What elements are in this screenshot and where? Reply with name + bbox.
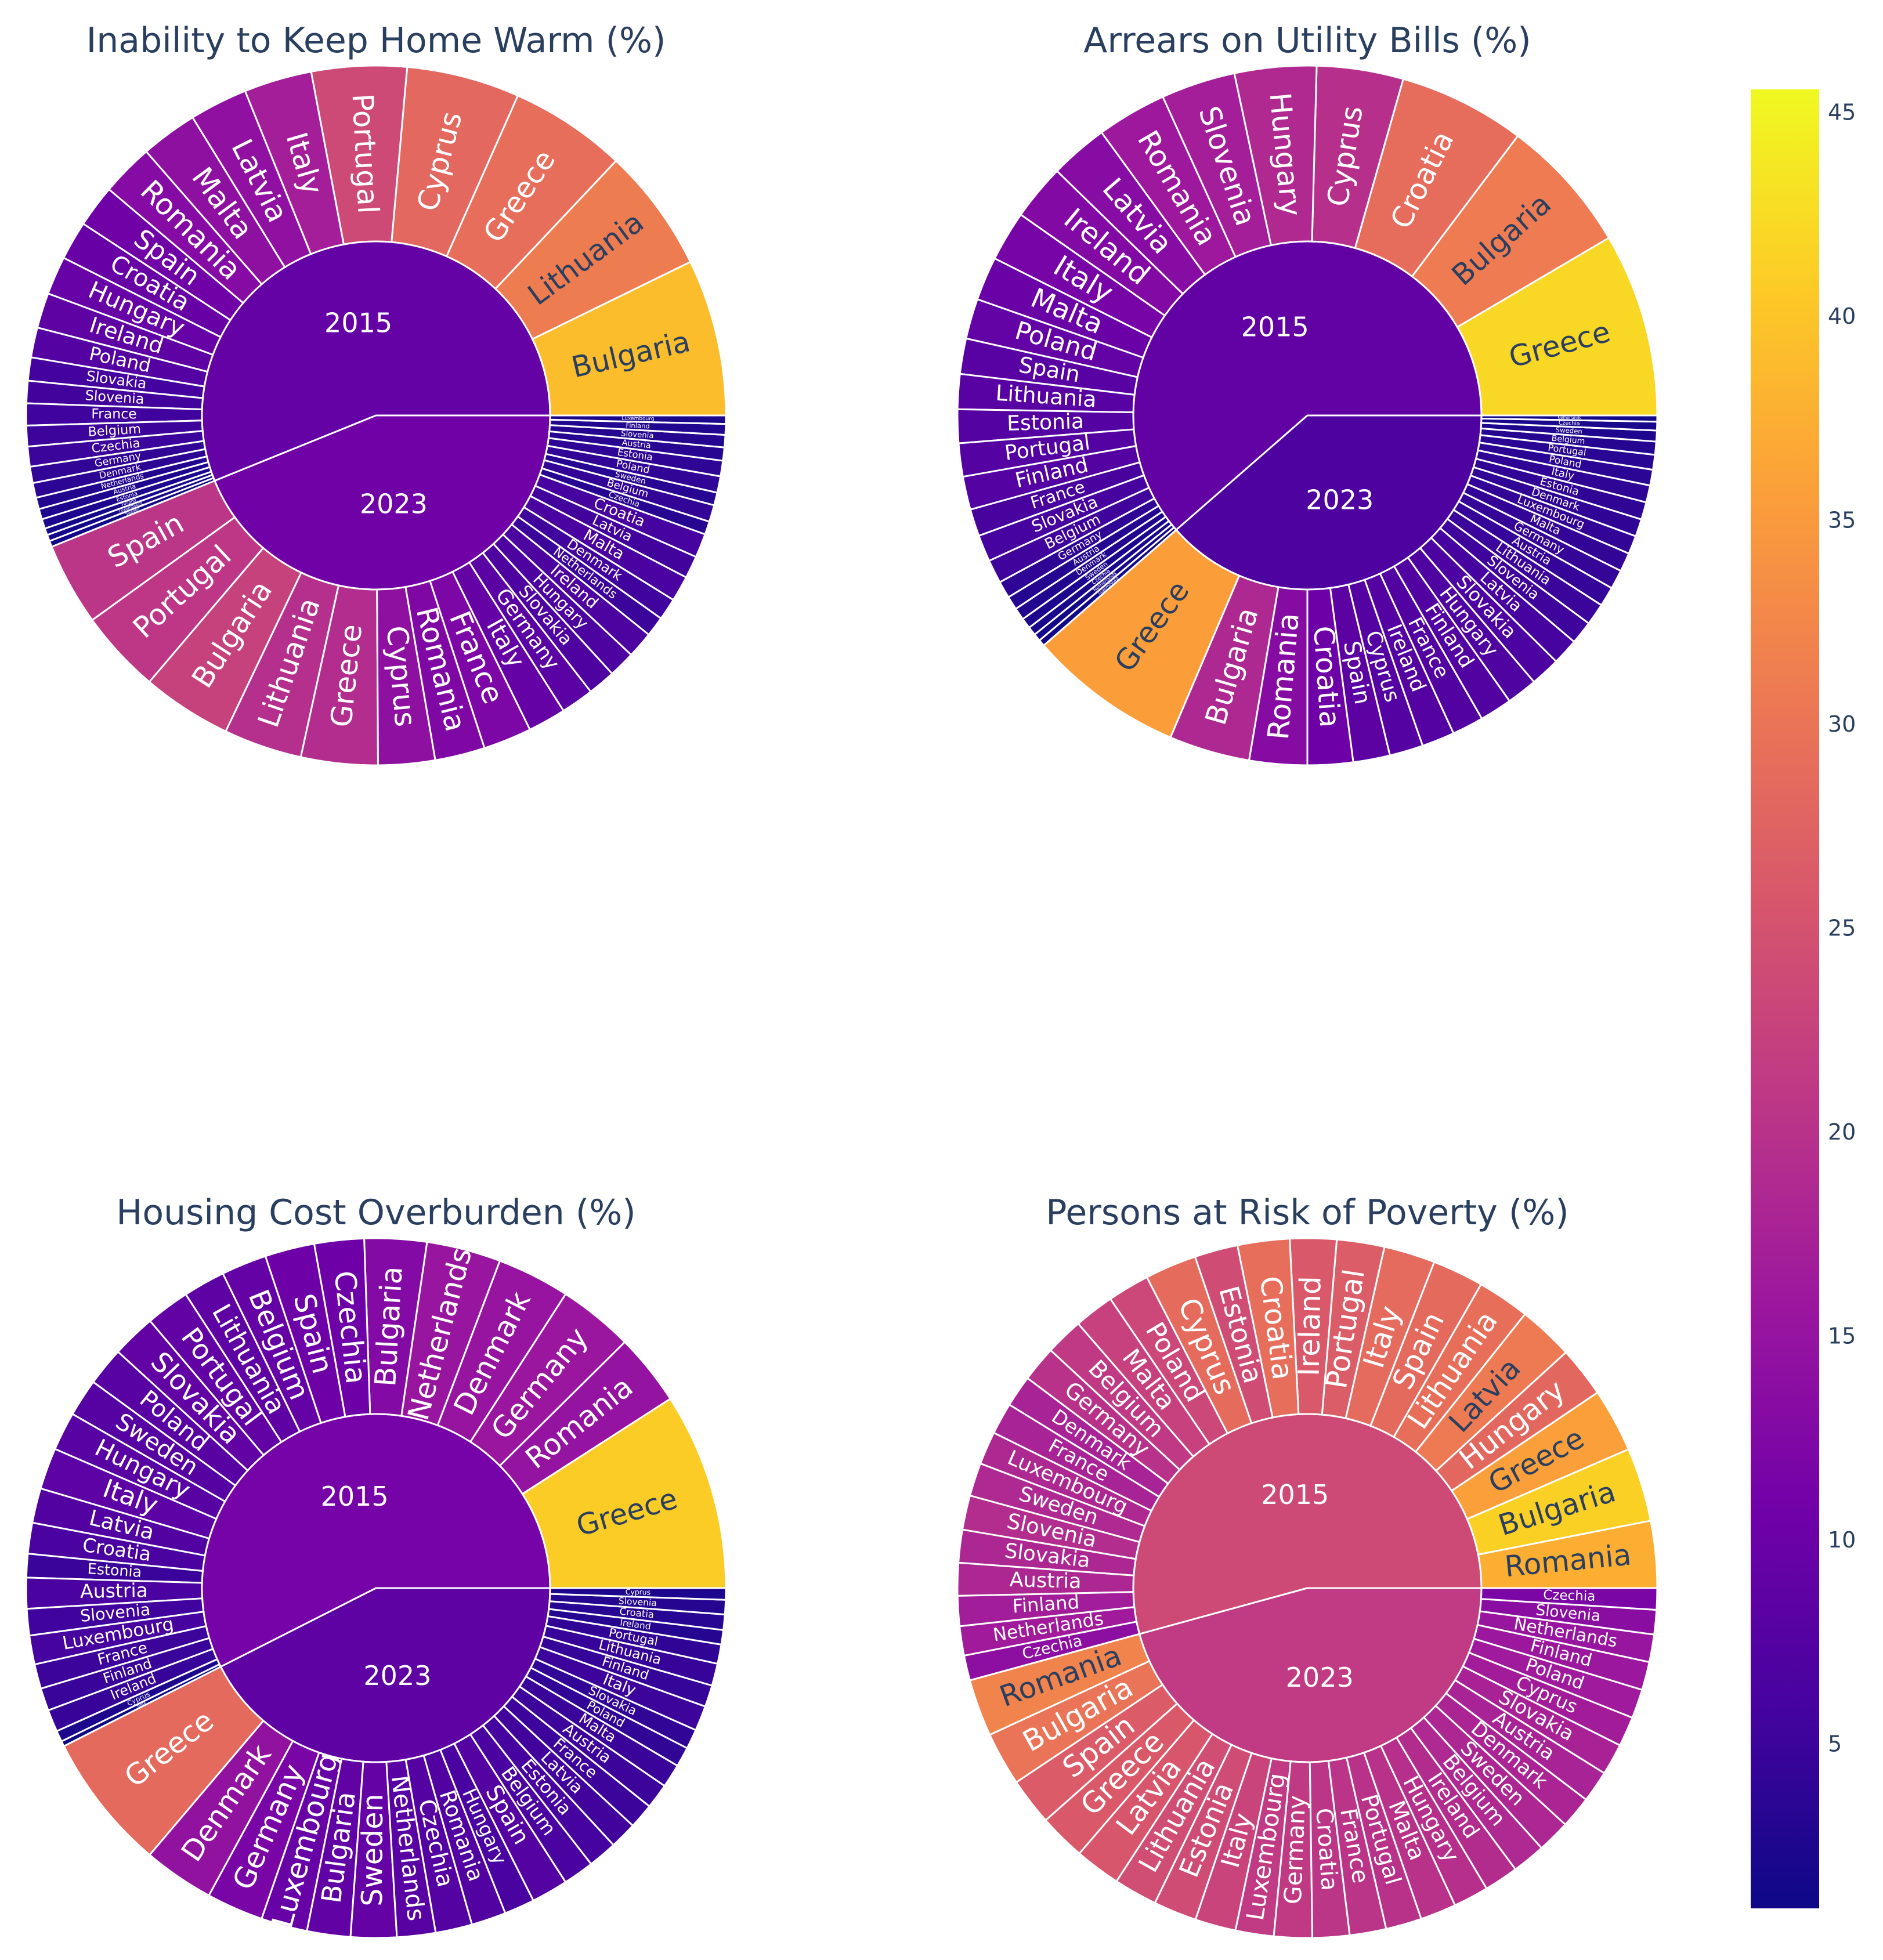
country-label: Slovenia [620, 429, 654, 440]
country-segment[interactable] [1480, 414, 1658, 423]
colorbar-tick-label: 15 [1828, 1323, 1856, 1348]
year-label: 2023 [1306, 484, 1374, 515]
year-label: 2015 [324, 307, 392, 338]
chart-title-3: Housing Cost Overburden (%) [116, 1192, 635, 1233]
year-label: 2023 [360, 489, 428, 520]
colorbar-tick-label: 5 [1828, 1731, 1842, 1756]
sunburst-4: 2015RomaniaBulgariaGreeceHungaryLatviaLi… [956, 1237, 1658, 1939]
colorbar-gradient [1751, 89, 1819, 1908]
country-label: Czechia [1543, 1587, 1596, 1604]
year-label: 2015 [1261, 1479, 1329, 1510]
country-label: Ireland [1292, 1276, 1328, 1377]
country-segment[interactable] [549, 414, 727, 425]
country-label: Estonia [1007, 409, 1085, 436]
country-segment[interactable] [521, 1397, 727, 1589]
year-label: 2015 [1241, 312, 1309, 343]
country-label: Luxembourg [621, 416, 654, 422]
sunburst-1: 2015BulgariaLithuaniaGreeceCyprusPortuga… [25, 64, 727, 766]
country-label: Portugal [345, 93, 385, 215]
country-label: Bulgaria [368, 1265, 409, 1387]
colorbar-tick-label: 40 [1828, 303, 1856, 329]
year-label: 2023 [1286, 1662, 1354, 1693]
country-label: Slovenia [85, 387, 145, 407]
country-label: Czechia [1559, 420, 1580, 427]
country-label: France [91, 406, 137, 422]
country-segment[interactable] [549, 1587, 727, 1601]
country-label: Cyprus [626, 1587, 651, 1597]
colorbar-tick-label: 35 [1828, 508, 1856, 533]
chart-title-4: Persons at Risk of Poverty (%) [1046, 1192, 1568, 1233]
colorbar-tick-label: 25 [1828, 916, 1856, 941]
colorbar: 5 10 15 20 25 30 35 40 45 [1751, 89, 1856, 1908]
country-label: Slovenia [618, 1596, 657, 1608]
country-label: Austria [80, 1579, 148, 1603]
country-label: Germany [1279, 1795, 1311, 1905]
colorbar-tick-label: 10 [1828, 1527, 1856, 1553]
year-label: 2023 [363, 1660, 431, 1691]
country-label: Sweden [1555, 426, 1582, 436]
country-label: Estonia [87, 1560, 142, 1581]
country-label: Sweden [355, 1793, 389, 1907]
colorbar-tick-label: 20 [1828, 1119, 1856, 1145]
country-label: Finland [1012, 1591, 1080, 1618]
chart-title-1: Inability to Keep Home Warm (%) [86, 20, 666, 61]
colorbar-tick-label: 30 [1828, 711, 1856, 737]
country-label: Netherlands [1557, 415, 1581, 420]
country-label: Austria [1009, 1568, 1082, 1593]
country-label: Finland [626, 421, 650, 431]
country-label: Austria [621, 438, 652, 450]
colorbar-tick-label: 45 [1828, 100, 1856, 125]
sunburst-2: 2015 GreeceBulgariaCroatiaCyprusHungarySl… [956, 64, 1658, 766]
country-label: Belgium [1551, 434, 1585, 446]
sunburst-3: 2015 GreeceRomaniaGermanyDenmarkNetherlan… [25, 1237, 727, 1939]
year-label: 2015 [321, 1481, 389, 1512]
country-segment[interactable] [1480, 1587, 1658, 1611]
chart-title-2: Arrears on Utility Bills (%) [1083, 20, 1531, 61]
